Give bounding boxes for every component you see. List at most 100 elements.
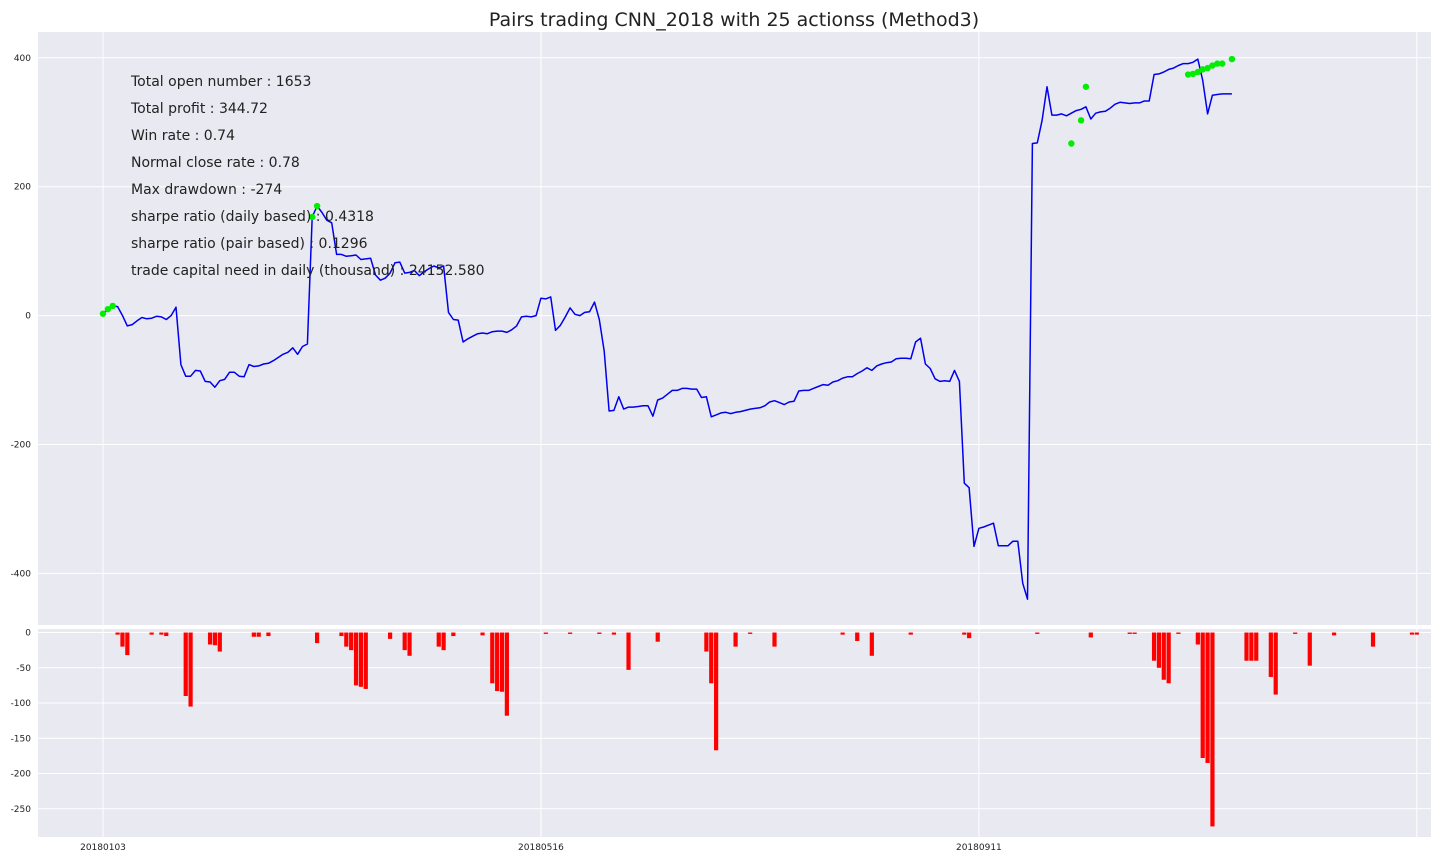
drawdown-bar (855, 632, 860, 641)
drawdown-bar (1293, 632, 1298, 634)
trade-marker (1204, 64, 1211, 72)
stat-max-drawdown: Max drawdown : -274 (131, 182, 282, 198)
drawdown-bar (407, 632, 412, 656)
drawdown-bar (1195, 632, 1200, 645)
drawdown-bar (344, 632, 349, 647)
drawdown-bar (188, 632, 193, 707)
drawdown-bar (714, 632, 719, 751)
trade-marker (1077, 117, 1085, 124)
drawdown-bar (1166, 632, 1171, 684)
drawdown-bar (149, 632, 154, 635)
drawdown-bar (451, 632, 456, 637)
drawdown-bar (1254, 632, 1259, 661)
drawdown-bar (212, 632, 218, 646)
drawdown-bar (869, 632, 874, 656)
drawdown-bar (120, 632, 125, 647)
drawdown-bar (1132, 632, 1137, 634)
equity-series (102, 58, 1232, 600)
equity-line (102, 58, 1232, 600)
drawdown-bar (748, 632, 753, 634)
y-tick-label: 0 (25, 629, 31, 639)
drawdown-bar (387, 632, 393, 639)
drawdown-bar (1088, 632, 1093, 638)
stat-total-profit: Total profit : 344.72 (130, 101, 268, 117)
drawdown-bar (1176, 632, 1181, 634)
y-tick-label: -400 (11, 569, 32, 579)
drawdown-bar (504, 632, 509, 716)
drawdown-bar (266, 632, 271, 637)
x-tick-label: 20180516 (518, 843, 564, 853)
stat-total-open-number: Total open number : 1653 (130, 74, 311, 90)
drawdown-bar (339, 632, 344, 637)
stat-normal-close-rate: Normal close rate : 0.78 (131, 155, 300, 171)
stat-sharpe-daily: sharpe ratio (daily based) : 0.4318 (131, 209, 374, 225)
drawdown-bars (115, 632, 1419, 827)
trade-marker (1189, 70, 1197, 78)
y-tick-label: -200 (11, 441, 32, 451)
drawdown-bar (840, 632, 845, 635)
drawdown-bar (159, 632, 164, 635)
date-axis: 20180103 20180516 20180911 (80, 843, 1002, 853)
drawdown-bar (655, 632, 660, 642)
line-plot-y-axis: 400 200 0 -200 -400 (11, 54, 32, 580)
y-tick-label: 200 (14, 183, 31, 193)
drawdown-bar (704, 632, 709, 652)
drawdown-bar (1151, 632, 1157, 661)
drawdown-bar (1414, 632, 1419, 635)
stat-sharpe-pair: sharpe ratio (pair based) : 0.1296 (131, 236, 368, 252)
drawdown-bar (217, 632, 222, 652)
drawdown-bar (709, 632, 714, 684)
drawdown-bar (1200, 632, 1205, 759)
line-plot-area (38, 32, 1431, 625)
line-plot-grid (38, 32, 1431, 625)
drawdown-bar (183, 632, 188, 696)
x-tick-label: 20180103 (80, 843, 126, 853)
drawdown-bar (1409, 632, 1415, 635)
trade-marker (1068, 140, 1075, 147)
drawdown-bar (125, 632, 130, 656)
drawdown-bar (1307, 632, 1312, 666)
drawdown-bar (358, 632, 363, 687)
drawdown-bar (1035, 632, 1040, 634)
drawdown-bar (490, 632, 495, 684)
drawdown-bar (626, 632, 631, 670)
drawdown-bar (1205, 632, 1210, 763)
stat-trade-capital: trade capital need in daily (thousand) :… (131, 263, 485, 279)
trade-marker (1184, 71, 1192, 78)
drawdown-bar (315, 632, 320, 644)
trade-marker (109, 302, 116, 310)
y-tick-label: 400 (14, 54, 31, 64)
stat-win-rate: Win rate : 0.74 (131, 128, 235, 144)
drawdown-bar (1249, 632, 1254, 661)
trade-marker (104, 305, 112, 313)
drawdown-bar (772, 632, 777, 647)
drawdown-bar (597, 632, 602, 634)
trade-marker (1209, 62, 1216, 69)
drawdown-bar (436, 632, 441, 647)
trade-markers (99, 55, 1236, 317)
drawdown-bar (363, 632, 368, 689)
drawdown-bar (164, 632, 169, 637)
y-tick-label: 0 (25, 312, 31, 322)
drawdown-bar (353, 632, 359, 686)
trade-marker (1082, 83, 1090, 90)
y-tick-label: -200 (11, 770, 32, 780)
drawdown-bar (1268, 632, 1273, 677)
drawdown-bar (349, 632, 354, 651)
drawdown-bar (1127, 632, 1132, 634)
trade-marker (1218, 60, 1226, 67)
drawdown-bar (908, 632, 913, 635)
drawdown-bar (967, 632, 972, 639)
trade-marker (99, 310, 107, 317)
trade-marker (1199, 66, 1206, 73)
drawdown-bar (499, 632, 505, 692)
bar-plot-y-axis: 0 -50 -100 -150 -200 -250 (11, 629, 32, 815)
drawdown-bar (480, 632, 485, 636)
y-tick-label: -150 (11, 734, 32, 744)
drawdown-bar (1331, 632, 1337, 636)
drawdown-bar (1273, 632, 1278, 695)
drawdown-bar (441, 632, 446, 651)
drawdown-bar (495, 632, 500, 692)
trade-marker (313, 202, 321, 210)
